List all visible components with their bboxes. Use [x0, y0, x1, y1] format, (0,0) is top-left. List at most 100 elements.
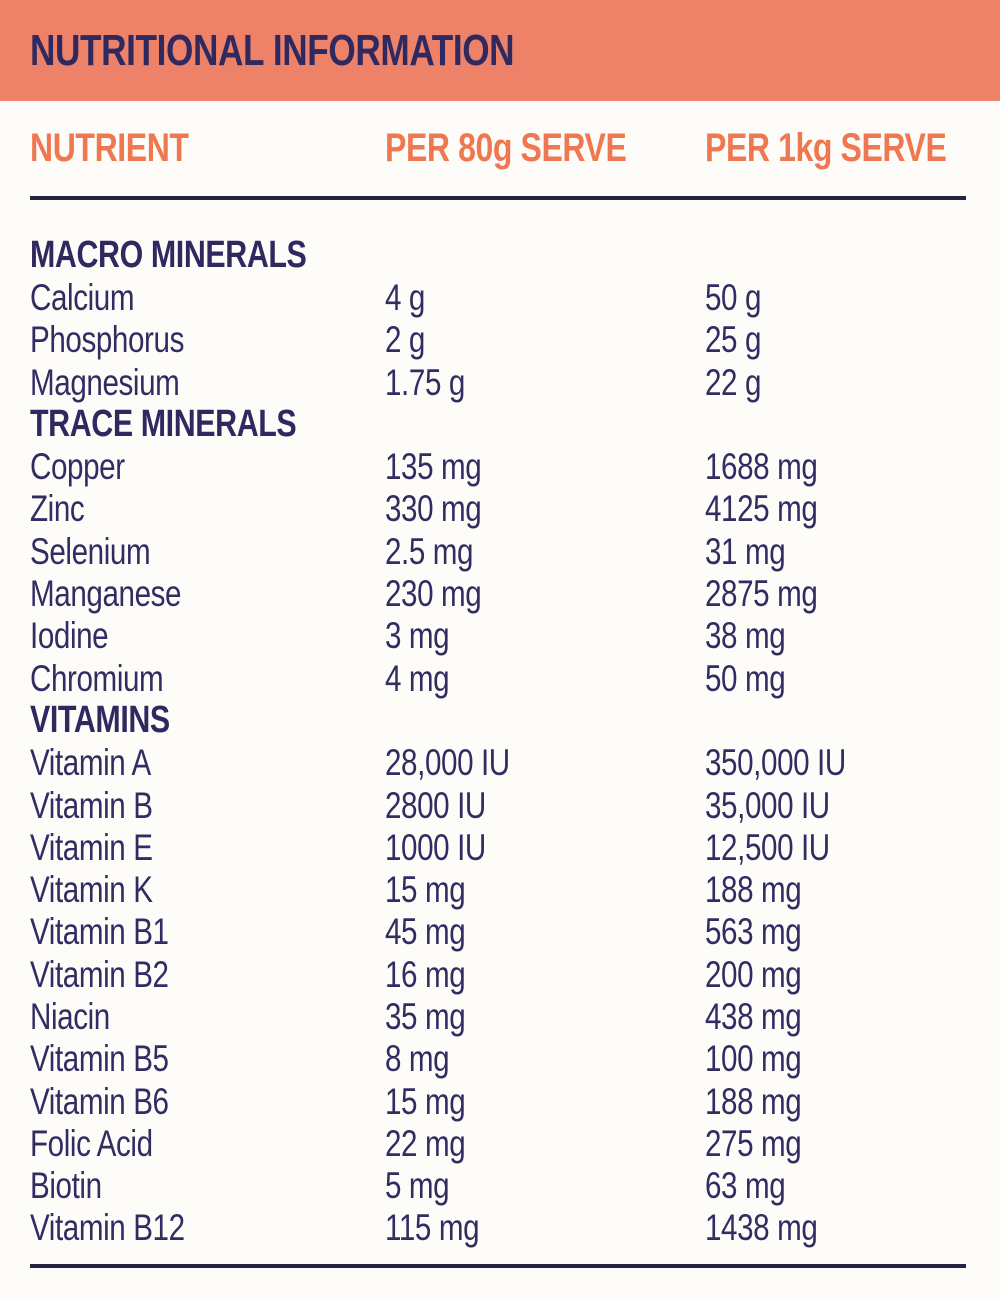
- per-80g-value: 15 mg: [385, 1080, 466, 1122]
- table-row: Vitamin B1 45 mg 563 mg: [30, 911, 966, 953]
- per-80g-value: 28,000 IU: [385, 742, 510, 784]
- section-name: VITAMINS: [30, 699, 170, 742]
- empty-cell: [385, 701, 705, 739]
- nutrient-name: Folic Acid: [30, 1122, 153, 1164]
- section-header-row: MACRO MINERALS: [30, 234, 966, 276]
- per-80g-value: 1.75 g: [385, 361, 465, 403]
- nutrient-name: Vitamin E: [30, 826, 153, 868]
- per-1kg-value: 38 mg: [705, 615, 786, 657]
- nutrient-name: Vitamin B1: [30, 911, 169, 953]
- nutrient-name: Selenium: [30, 530, 151, 572]
- table-row: Zinc 330 mg 4125 mg: [30, 488, 966, 530]
- per-1kg-value: 1688 mg: [705, 446, 818, 488]
- table-row: Biotin 5 mg 63 mg: [30, 1165, 966, 1207]
- per-1kg-value: 50 g: [705, 276, 762, 318]
- per-80g-value: 2 g: [385, 319, 425, 361]
- per-1kg-value: 50 mg: [705, 657, 786, 699]
- nutrient-name: Vitamin A: [30, 742, 151, 784]
- nutrient-name: Vitamin B6: [30, 1080, 169, 1122]
- per-80g-value: 1000 IU: [385, 826, 486, 868]
- nutrient-name: Iodine: [30, 615, 109, 657]
- nutrient-name: Phosphorus: [30, 319, 184, 361]
- table-row: Vitamin B6 15 mg 188 mg: [30, 1080, 966, 1122]
- table-row: Vitamin B 2800 IU 35,000 IU: [30, 784, 966, 826]
- empty-cell: [705, 701, 966, 739]
- per-1kg-value: 4125 mg: [705, 488, 818, 530]
- per-1kg-value: 188 mg: [705, 1080, 802, 1122]
- page-title: NUTRITIONAL INFORMATION: [30, 25, 515, 75]
- nutrient-name: Calcium: [30, 276, 135, 318]
- table-row: Iodine 3 mg 38 mg: [30, 615, 966, 657]
- nutrient-name: Biotin: [30, 1165, 102, 1207]
- per-80g-value: 15 mg: [385, 869, 466, 911]
- nutrient-name: Vitamin B12: [30, 1207, 185, 1249]
- per-1kg-value: 438 mg: [705, 995, 802, 1037]
- table-row: Phosphorus 2 g 25 g: [30, 319, 966, 361]
- table-row: Vitamin B5 8 mg 100 mg: [30, 1038, 966, 1080]
- nutrient-name: Vitamin B2: [30, 953, 169, 995]
- per-1kg-value: 350,000 IU: [705, 742, 846, 784]
- table-row: Selenium 2.5 mg 31 mg: [30, 530, 966, 572]
- empty-cell: [705, 405, 966, 443]
- table-row: Chromium 4 mg 50 mg: [30, 657, 966, 699]
- column-header-nutrient: NUTRIENT: [30, 126, 189, 170]
- nutrient-name: Manganese: [30, 573, 182, 615]
- per-80g-value: 35 mg: [385, 995, 466, 1037]
- table-row: Vitamin B12 115 mg 1438 mg: [30, 1207, 966, 1249]
- section-header-row: TRACE MINERALS: [30, 403, 966, 445]
- per-1kg-value: 563 mg: [705, 911, 802, 953]
- per-80g-value: 3 mg: [385, 615, 450, 657]
- table-row: Vitamin B2 16 mg 200 mg: [30, 953, 966, 995]
- per-1kg-value: 1438 mg: [705, 1207, 818, 1249]
- per-80g-value: 22 mg: [385, 1122, 466, 1164]
- nutrient-name: Chromium: [30, 657, 164, 699]
- per-1kg-value: 31 mg: [705, 530, 786, 572]
- nutrient-name: Copper: [30, 446, 125, 488]
- column-header-per-80g: PER 80g SERVE: [385, 126, 627, 170]
- footer-divider: [30, 1264, 966, 1269]
- per-80g-value: 135 mg: [385, 446, 482, 488]
- per-80g-value: 2800 IU: [385, 784, 486, 826]
- section-name: MACRO MINERALS: [30, 234, 307, 277]
- per-80g-value: 16 mg: [385, 953, 466, 995]
- per-1kg-value: 12,500 IU: [705, 826, 830, 868]
- per-1kg-value: 100 mg: [705, 1038, 802, 1080]
- per-80g-value: 4 mg: [385, 657, 450, 699]
- per-80g-value: 4 g: [385, 276, 425, 318]
- table-row: Niacin 35 mg 438 mg: [30, 995, 966, 1037]
- nutrient-name: Magnesium: [30, 361, 180, 403]
- section-name: TRACE MINERALS: [30, 403, 297, 446]
- per-1kg-value: 2875 mg: [705, 573, 818, 615]
- per-1kg-value: 200 mg: [705, 953, 802, 995]
- table-header-row: NUTRIENT PER 80g SERVE PER 1kg SERVE: [30, 101, 966, 196]
- per-80g-value: 2.5 mg: [385, 530, 474, 572]
- per-1kg-value: 25 g: [705, 319, 762, 361]
- per-1kg-value: 188 mg: [705, 869, 802, 911]
- per-80g-value: 45 mg: [385, 911, 466, 953]
- nutrient-name: Vitamin B5: [30, 1038, 169, 1080]
- table-row: Manganese 230 mg 2875 mg: [30, 572, 966, 614]
- header-divider: [30, 196, 966, 200]
- empty-cell: [385, 405, 705, 443]
- per-80g-value: 330 mg: [385, 488, 482, 530]
- column-header-per-1kg: PER 1kg SERVE: [705, 126, 947, 170]
- nutrient-name: Niacin: [30, 995, 110, 1037]
- per-80g-value: 8 mg: [385, 1038, 450, 1080]
- nutrient-name: Vitamin B: [30, 784, 153, 826]
- per-1kg-value: 35,000 IU: [705, 784, 830, 826]
- per-80g-value: 115 mg: [385, 1207, 480, 1249]
- table-body: MACRO MINERALS Calcium 4 g 50 g Phosphorus 2 …: [30, 200, 966, 1249]
- per-1kg-value: 63 mg: [705, 1165, 786, 1207]
- table-row: Vitamin A 28,000 IU 350,000 IU: [30, 742, 966, 784]
- table-row: Vitamin E 1000 IU 12,500 IU: [30, 826, 966, 868]
- empty-cell: [705, 236, 966, 274]
- table-row: Calcium 4 g 50 g: [30, 276, 966, 318]
- table-row: Vitamin K 15 mg 188 mg: [30, 868, 966, 910]
- per-80g-value: 230 mg: [385, 573, 482, 615]
- empty-cell: [385, 236, 705, 274]
- table-row: Folic Acid 22 mg 275 mg: [30, 1122, 966, 1164]
- nutrition-table: NUTRIENT PER 80g SERVE PER 1kg SERVE MAC…: [0, 101, 1000, 1269]
- table-row: Copper 135 mg 1688 mg: [30, 445, 966, 487]
- nutrient-name: Zinc: [30, 488, 85, 530]
- section-header-row: VITAMINS: [30, 699, 966, 741]
